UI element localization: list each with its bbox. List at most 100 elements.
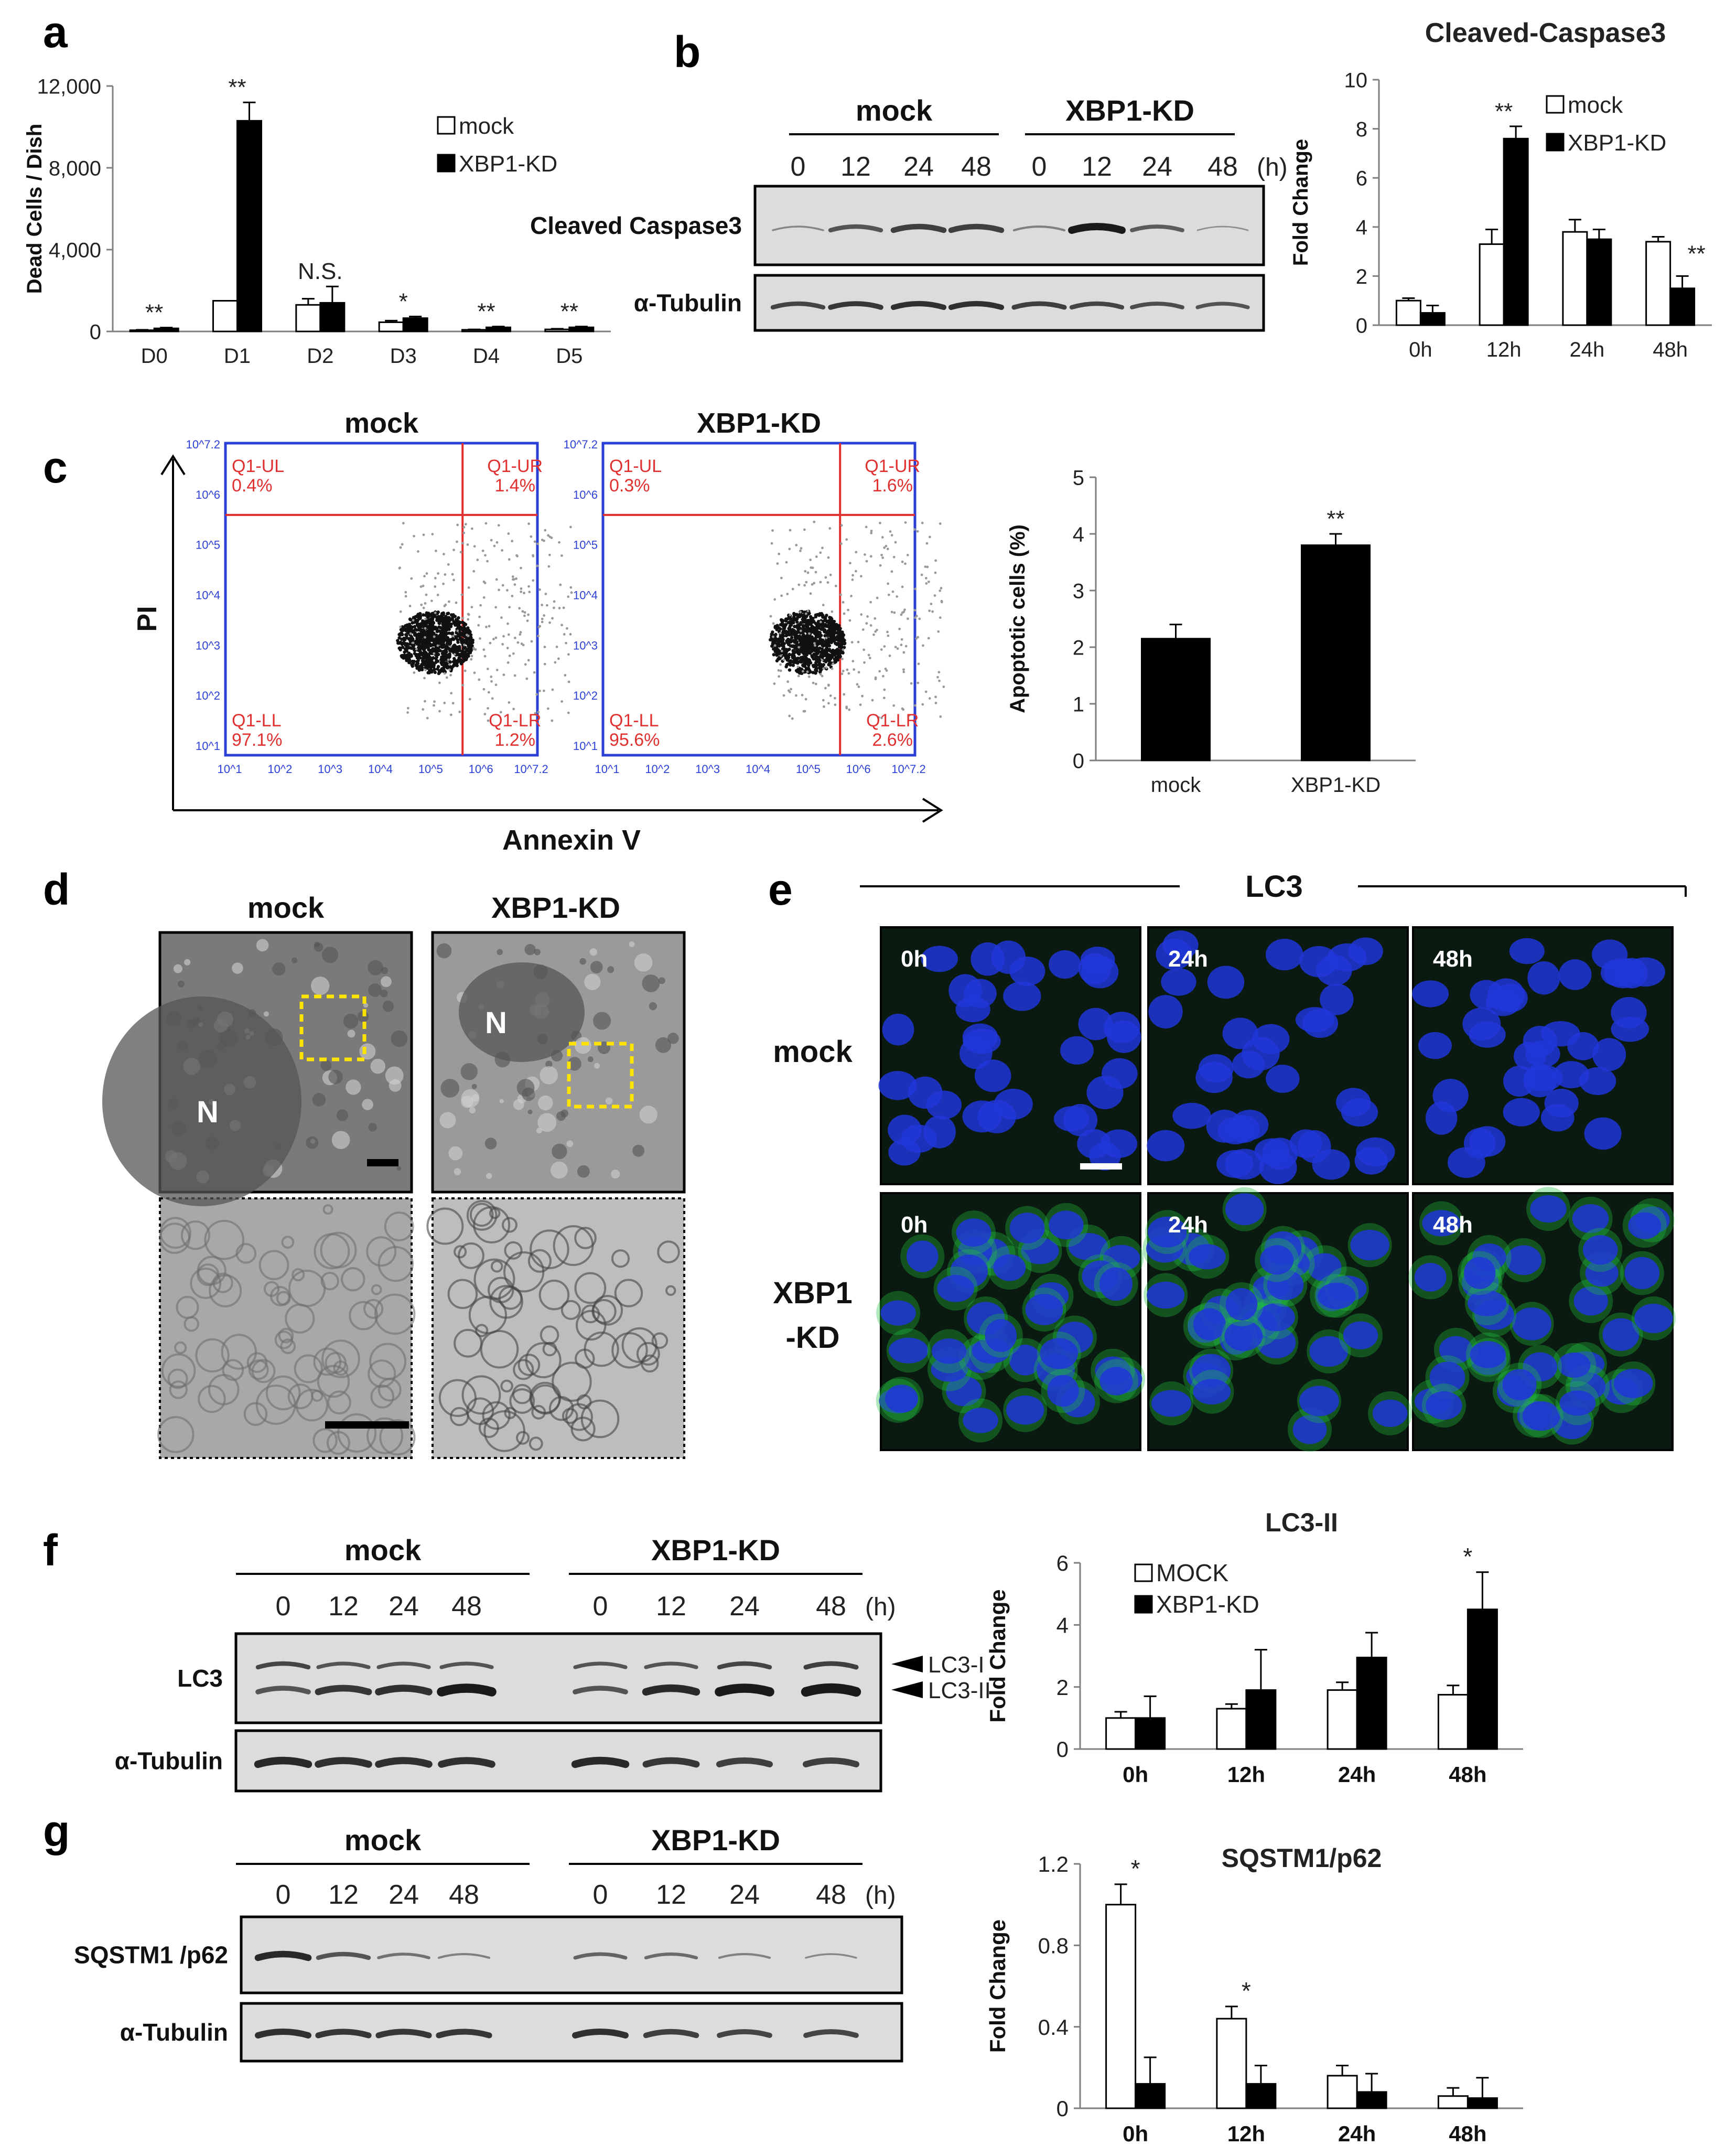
nucleus-dapi (1513, 1042, 1546, 1071)
event-dot (519, 633, 522, 636)
event-dot (404, 632, 408, 637)
event-dot (433, 700, 436, 703)
event-dot (511, 540, 514, 543)
event-dot (940, 587, 943, 589)
nucleus-dapi (1503, 1098, 1540, 1127)
flow-x-tick: 10^7.2 (514, 763, 548, 776)
em-texture (480, 1329, 519, 1369)
em-texture (499, 1099, 504, 1103)
event-dot (481, 549, 484, 552)
em-texture (587, 1056, 594, 1063)
event-dot (527, 585, 530, 588)
x-tick-label: 48h (1653, 338, 1688, 361)
event-dot (457, 619, 460, 624)
group-label-mock: mock (856, 94, 933, 127)
event-dot (452, 549, 455, 552)
event-dot (840, 672, 844, 675)
event-dot (431, 612, 435, 615)
em-texture (570, 1417, 596, 1442)
event-dot (812, 619, 816, 623)
event-dot (445, 637, 449, 641)
event-dot (826, 581, 829, 584)
em-texture (649, 1002, 657, 1011)
nucleus-dapi (1053, 1106, 1090, 1132)
em-texture (313, 1347, 342, 1376)
em-micrographs: mock N XBP1-KD N (102, 891, 686, 1459)
event-dot (772, 635, 774, 638)
event-dot (558, 541, 560, 544)
event-dot (508, 701, 511, 704)
time-label: 24h (1168, 1212, 1208, 1238)
flow-y-tick: 10^7.2 (564, 438, 598, 451)
event-dot (825, 637, 828, 639)
em-texture (396, 1166, 402, 1171)
em-texture (475, 1324, 489, 1337)
event-dot (809, 559, 812, 561)
blot-band (801, 1683, 861, 1697)
significance-label: * (1242, 1977, 1251, 2004)
event-dot (484, 522, 488, 525)
nucleus-dapi (1348, 937, 1383, 966)
band-arrow-icon (891, 1656, 923, 1672)
bar (378, 321, 404, 332)
timepoint-label: 48 (816, 1880, 846, 1910)
event-dot (559, 583, 562, 586)
em-texture (538, 1279, 570, 1311)
em-texture (368, 1123, 377, 1132)
event-dot (423, 575, 426, 578)
legend-label: XBP1-KD (1568, 130, 1666, 156)
event-dot (409, 632, 412, 635)
event-dot (785, 561, 788, 564)
event-dot (811, 616, 815, 620)
y-tick-label: 6 (1056, 1551, 1069, 1575)
event-dot (527, 659, 530, 662)
nucleus-label: N (197, 1095, 219, 1129)
event-dot (418, 615, 422, 619)
blot-band (316, 1661, 371, 1669)
event-dot (464, 656, 468, 659)
flow-x-tick: 10^2 (645, 763, 670, 776)
event-dot (424, 613, 428, 617)
event-dot (397, 636, 401, 640)
event-dot (527, 613, 530, 616)
em-texture (522, 1087, 535, 1101)
flow-x-tick: 10^5 (796, 763, 821, 776)
event-dot (461, 542, 464, 544)
event-dot (870, 530, 873, 532)
nucleus-dapi (1439, 1336, 1473, 1364)
event-dot (466, 543, 469, 546)
em-texture (328, 1069, 343, 1085)
quadrant-value: 0.4% (232, 476, 273, 496)
nucleus-dapi (1047, 1375, 1079, 1407)
em-texture (436, 943, 452, 959)
event-dot (934, 695, 937, 699)
event-dot (498, 588, 501, 592)
nucleus-dapi (1432, 1078, 1469, 1112)
timepoint-label: 24 (389, 1591, 419, 1622)
event-dot (413, 625, 417, 628)
event-dot (433, 652, 436, 655)
event-dot (842, 600, 845, 604)
event-dot (407, 661, 411, 664)
em-texture (589, 948, 597, 956)
chart-f: 0 2 4 6 Fold Change LC3-II 0h 12h 24h 48h * MOCK XBP… (985, 1508, 1523, 1787)
em-texture (461, 1375, 501, 1415)
blot-band (439, 1661, 494, 1669)
nucleus-dapi (1502, 1369, 1537, 1400)
nucleus-dapi (1573, 1286, 1608, 1316)
em-texture (611, 1332, 648, 1369)
em-texture (657, 1240, 680, 1264)
event-dot (788, 632, 792, 637)
em-texture (454, 1245, 467, 1259)
event-dot (840, 542, 843, 545)
event-dot (819, 551, 822, 554)
event-dot (400, 655, 404, 659)
event-dot (799, 629, 802, 632)
flow-y-tick: 10^3 (573, 639, 598, 652)
event-dot (849, 562, 851, 565)
flow-cytometry: mockQ1-UL0.4%Q1-UR1.4%Q1-LL97.1%Q1-LR1.2… (132, 407, 945, 856)
event-dot (934, 702, 937, 704)
event-dot (820, 634, 823, 637)
nucleus-dapi (1611, 1016, 1649, 1042)
